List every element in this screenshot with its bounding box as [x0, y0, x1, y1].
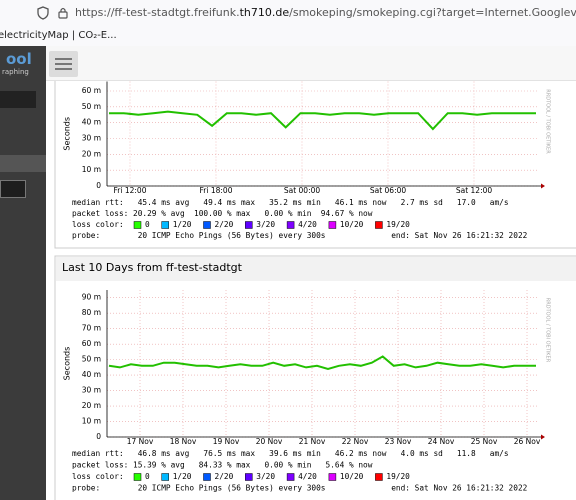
- axis-arrow: [541, 183, 545, 189]
- panel-title: Last 10 Days from ff-test-stadtgt: [62, 261, 243, 274]
- x-tick-label: Sat 12:00: [456, 186, 493, 195]
- bookmarks-bar: electricityMap | CO₂-E...: [0, 26, 576, 47]
- url[interactable]: https://ff-test-stadtgt.freifunk.th710.d…: [75, 6, 576, 19]
- x-tick-label: 19 Nov: [213, 437, 240, 446]
- x-tick-label: 25 Nov: [471, 437, 498, 446]
- url-text: /smokeping/smokeping.cgi?target=Internet…: [289, 6, 576, 19]
- x-tick-label: 23 Nov: [385, 437, 412, 446]
- y-tick-label: 50 m: [82, 355, 101, 364]
- y-tick-label: 40 m: [82, 118, 101, 127]
- x-tick-label: Sat 06:00: [370, 186, 407, 195]
- search-box[interactable]: [0, 91, 36, 108]
- legend-label: 19/20: [386, 472, 410, 481]
- menu-button[interactable]: [49, 51, 78, 77]
- x-tick-label: 20 Nov: [256, 437, 283, 446]
- x-tick-label: Fri 12:00: [114, 186, 147, 195]
- axis-arrow: [541, 434, 545, 440]
- legend-label: 3/20: [256, 220, 275, 229]
- loss-label: loss color:: [72, 472, 124, 481]
- loss-label: loss color:: [72, 220, 124, 229]
- panel-header: [56, 257, 576, 281]
- y-tick-label: 0: [96, 181, 101, 190]
- legend-swatch: [328, 221, 337, 229]
- y-tick-label: 10 m: [82, 417, 101, 426]
- watermark: RRDTOOL / TOBI OETIKER: [545, 89, 551, 154]
- legend-label: 0: [145, 220, 150, 229]
- probe-line: probe: 20 ICMP Echo Pings (56 Bytes) eve…: [72, 484, 528, 493]
- y-tick-label: 70 m: [82, 324, 101, 333]
- legend-label: 19/20: [386, 220, 410, 229]
- url-host: th710.de: [239, 6, 290, 19]
- y-tick-label: 80 m: [82, 308, 101, 317]
- legend-label: 1/20: [173, 472, 192, 481]
- legend-label: 4/20: [298, 472, 317, 481]
- legend-swatch: [161, 221, 169, 229]
- y-axis-label: Seconds: [63, 347, 72, 381]
- input-box[interactable]: [0, 180, 26, 198]
- x-tick-label: 21 Nov: [299, 437, 326, 446]
- y-tick-label: 30 m: [82, 386, 101, 395]
- bookmark[interactable]: electricityMap | CO₂-E...: [0, 30, 117, 41]
- legend-swatch: [161, 473, 169, 481]
- x-tick-label: Fri 18:00: [200, 186, 233, 195]
- stats-line: median rtt: 46.8 ms avg 76.5 ms max 39.6…: [72, 449, 509, 458]
- legend-swatch: [375, 221, 383, 229]
- legend-label: 0: [145, 472, 150, 481]
- x-tick-label: 24 Nov: [428, 437, 455, 446]
- legend-swatch: [133, 473, 142, 481]
- stats-line: median rtt: 45.4 ms avg 49.4 ms max 35.2…: [72, 198, 509, 207]
- top-bar: [46, 46, 576, 81]
- y-tick-label: 60 m: [82, 86, 101, 95]
- y-tick-label: 20 m: [82, 149, 101, 158]
- legend-swatch: [245, 221, 253, 229]
- stats-line: packet loss: 20.29 % avg 100.00 % max 0.…: [72, 209, 373, 218]
- median-line: [108, 355, 536, 370]
- median-line: [109, 110, 536, 131]
- y-tick-label: 0: [96, 432, 101, 441]
- url-bar: https://ff-test-stadtgt.freifunk.th710.d…: [0, 0, 576, 26]
- legend-swatch: [203, 221, 211, 229]
- legend-label: 10/20: [340, 220, 364, 229]
- legend-swatch: [203, 473, 211, 481]
- url-text: https://ff-test-stadtgt.freifunk.: [75, 6, 240, 19]
- legend-label: 1/20: [173, 220, 192, 229]
- shield-icon: [37, 6, 49, 20]
- menu-item[interactable]: [0, 155, 46, 172]
- y-tick-label: 40 m: [82, 370, 101, 379]
- legend-label: 10/20: [340, 472, 364, 481]
- legend-swatch: [286, 473, 295, 481]
- x-tick-label: Sat 00:00: [284, 186, 321, 195]
- legend-swatch: [286, 221, 295, 229]
- legend-swatch: [328, 473, 337, 481]
- legend-label: 2/20: [215, 472, 234, 481]
- x-tick-label: 17 Nov: [127, 437, 154, 446]
- legend-label: 4/20: [298, 220, 317, 229]
- x-tick-label: 26 Nov: [514, 437, 541, 446]
- logo-sub: raphing: [2, 68, 29, 76]
- y-tick-label: 90 m: [82, 293, 101, 302]
- legend-swatch: [245, 473, 253, 481]
- watermark: RRDTOOL / TOBI OETIKER: [545, 298, 551, 363]
- legend-swatch: [375, 473, 383, 481]
- lock-icon: [58, 7, 68, 19]
- legend-swatch: [133, 221, 142, 229]
- probe-line: probe: 20 ICMP Echo Pings (56 Bytes) eve…: [72, 231, 528, 240]
- legend-label: 3/20: [256, 472, 275, 481]
- y-tick-label: 30 m: [82, 134, 101, 143]
- logo: ool: [6, 50, 32, 68]
- y-tick-label: 50 m: [82, 102, 101, 111]
- stats-line: packet loss: 15.39 % avg 84.33 % max 0.0…: [72, 461, 373, 470]
- y-axis-label: Seconds: [63, 117, 72, 151]
- y-tick-label: 20 m: [82, 401, 101, 410]
- x-tick-label: 18 Nov: [170, 437, 197, 446]
- legend-label: 2/20: [215, 220, 234, 229]
- sidebar: ool raphing: [0, 46, 46, 500]
- y-tick-label: 60 m: [82, 339, 101, 348]
- y-tick-label: 10 m: [82, 165, 101, 174]
- plot-area: [107, 81, 538, 186]
- x-tick-label: 22 Nov: [342, 437, 369, 446]
